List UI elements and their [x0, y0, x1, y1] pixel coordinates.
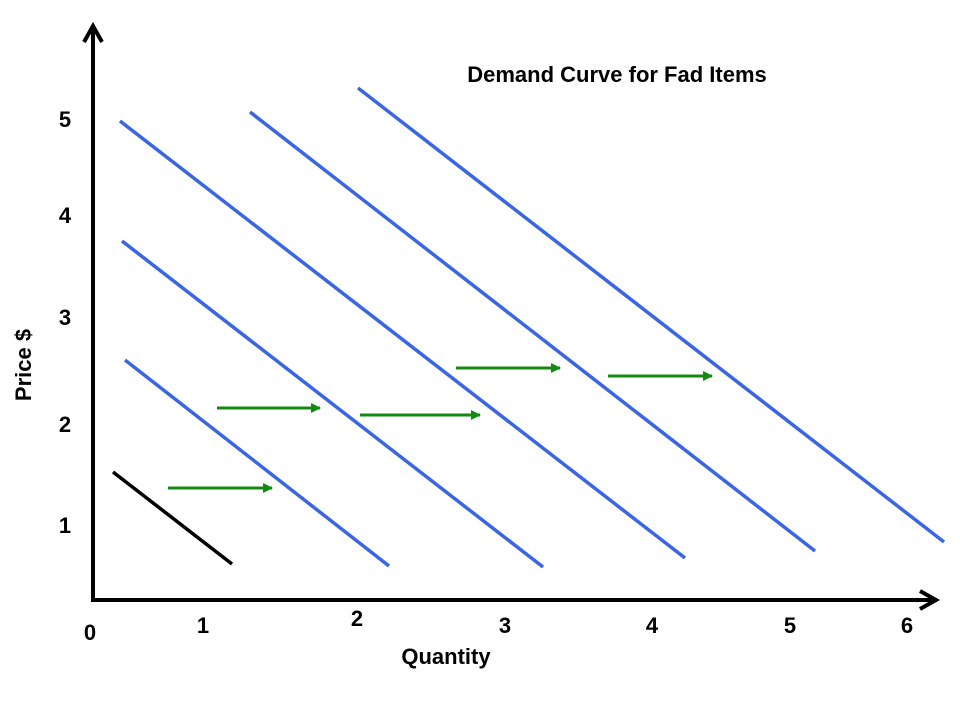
x-tick-label: 4: [646, 613, 659, 638]
shift-arrows: [168, 363, 713, 493]
y-axis-label: Price $: [11, 329, 36, 401]
x-tick-label: 2: [351, 606, 363, 631]
x-tick-label: 1: [197, 613, 209, 638]
y-tick-label: 4: [59, 203, 72, 228]
axes: [82, 21, 941, 611]
origin-label: 0: [84, 620, 96, 645]
x-tick-label: 6: [901, 613, 913, 638]
demand-curves: [111, 86, 946, 569]
y-tick-label: 3: [59, 305, 71, 330]
y-tick-label: 2: [59, 412, 71, 437]
y-tick-label: 5: [59, 107, 71, 132]
y-tick-label: 1: [59, 513, 71, 538]
x-tick-label: 5: [784, 613, 796, 638]
title: Demand Curve for Fad Items: [467, 62, 767, 87]
x-tick-label: 3: [499, 613, 511, 638]
x-axis-label: Quantity: [401, 644, 491, 669]
